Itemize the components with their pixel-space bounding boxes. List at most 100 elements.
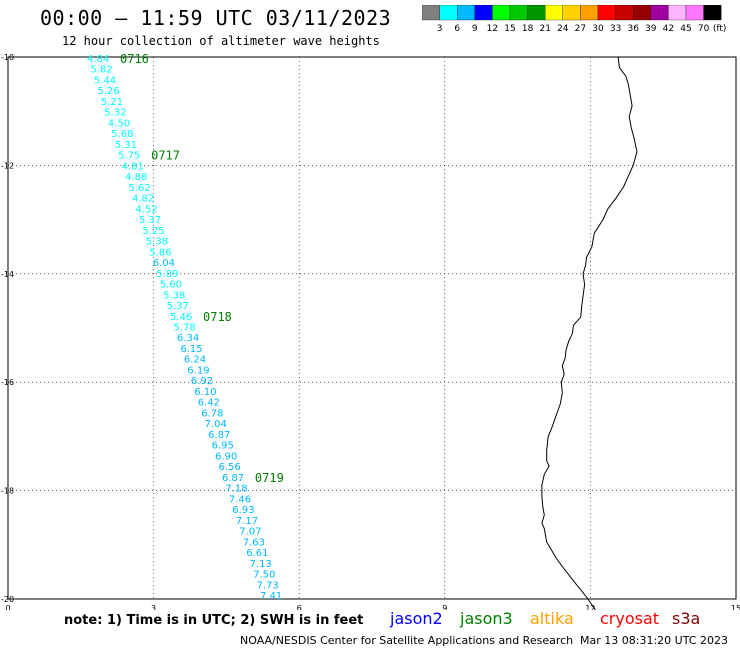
wave-height-label: 7.18: [225, 484, 247, 495]
wave-height-label: 5.21: [101, 97, 123, 108]
colorbar-label: 33: [610, 24, 621, 34]
track-time-labels: 0716 0717 0718 0719: [120, 52, 284, 485]
wave-height-label: 7.63: [243, 537, 265, 548]
x-tick-label: 6: [297, 604, 302, 610]
wave-height-label: 7.04: [205, 419, 227, 430]
x-tick-label: 15: [731, 604, 740, 610]
footer-note: note: 1) Time is in UTC; 2) SWH is in fe…: [64, 613, 364, 628]
colorbar-label: 6: [454, 24, 460, 34]
wave-height-label: 5.38: [146, 237, 168, 248]
grid-lines: [8, 57, 736, 599]
wave-height-label: 4.82: [132, 194, 154, 205]
wave-height-label: 5.32: [104, 108, 126, 119]
wave-height-label: 6.87: [208, 430, 230, 441]
wave-height-label: 6.56: [219, 462, 241, 473]
credit-line: NOAA/NESDIS Center for Satellite Applica…: [240, 634, 574, 647]
track-time-label: 0716: [120, 52, 149, 66]
wave-height-label: 5.31: [115, 140, 137, 151]
wave-height-label: 5.89: [156, 269, 178, 280]
colorbar-swatches: [422, 5, 722, 21]
wave-height-label: 5.26: [97, 86, 119, 97]
colorbar-label: 15: [504, 24, 515, 34]
wave-height-label: 4.84: [87, 54, 109, 65]
colorbar-label: 36: [627, 24, 639, 34]
colorbar-label: 21: [539, 24, 550, 34]
wave-height-label: 5.46: [170, 312, 192, 323]
colorbar-label: 9: [472, 24, 478, 34]
wave-height-label: 6.61: [246, 548, 268, 559]
wave-height-label: 7.41: [260, 591, 282, 602]
wave-height-label: 6.42: [198, 398, 220, 409]
wave-height-label: 5.75: [118, 151, 140, 162]
wave-height-map: 0 3 6 9 12 15 -10 -12 -14 -16 -18 -20 4.845.825.445…: [1, 52, 740, 610]
wave-height-label: 6.19: [187, 366, 209, 377]
wave-height-label: 6.24: [184, 355, 206, 366]
wave-height-label: 6.92: [191, 376, 213, 387]
y-tick-label: -18: [1, 487, 14, 496]
wave-height-label: 7.07: [239, 527, 261, 538]
colorbar-label: 27: [575, 24, 586, 34]
x-tick-label: 12: [585, 604, 595, 610]
track-time-label: 0719: [255, 471, 284, 485]
wave-height-label: 7.46: [229, 494, 251, 505]
coastline: [541, 56, 638, 610]
generated-timestamp: Mar 13 08:31:20 UTC 2023: [580, 634, 728, 647]
colorbar-label: 70: [698, 24, 710, 34]
wave-height-label: 5.68: [111, 129, 133, 140]
wave-height-label: 4.81: [122, 161, 144, 172]
colorbar-label: 42: [663, 24, 674, 34]
satellite-s3a: s3a: [672, 609, 701, 628]
satellite-jason3: jason3: [460, 609, 513, 628]
wave-height-label: 5.37: [167, 301, 189, 312]
wave-height-label: 7.17: [236, 516, 258, 527]
wave-height-label: 4.52: [135, 204, 157, 215]
wave-height-label: 5.37: [139, 215, 161, 226]
satellite-altika: altika: [530, 609, 574, 628]
wave-height-label: 6.10: [194, 387, 216, 398]
wave-height-label: 7.13: [250, 559, 272, 570]
wave-height-label: 5.38: [163, 290, 185, 301]
wave-height-label: 6.78: [201, 408, 223, 419]
wave-height-label: 6.04: [153, 258, 175, 269]
x-tick-label: 0: [5, 604, 10, 610]
wave-height-label: 6.34: [177, 333, 199, 344]
wave-height-label: 6.93: [232, 505, 254, 516]
y-tick-label: -10: [1, 53, 14, 62]
colorbar-label: 39: [645, 24, 657, 34]
plot-frame: [7, 56, 737, 600]
wave-height-label: 4.88: [125, 172, 147, 183]
y-tick-label: -20: [1, 595, 14, 604]
y-tick-label: -12: [1, 161, 14, 170]
track-time-label: 0717: [151, 149, 180, 163]
wave-height-label: 5.60: [160, 280, 182, 291]
colorbar-unit: (ft): [713, 24, 727, 34]
colorbar-label: 45: [680, 24, 691, 34]
colorbar-swatch: [703, 5, 722, 21]
altimeter-track: 4.845.825.445.265.215.324.505.685.315.75…: [87, 54, 282, 602]
colorbar-label: 3: [437, 24, 443, 34]
wave-height-label: 6.90: [215, 451, 237, 462]
map-title: 00:00 — 11:59 UTC 03/11/2023: [40, 6, 392, 30]
wave-height-label: 5.86: [149, 247, 171, 258]
x-tick-label: 9: [442, 604, 447, 610]
wave-height-label: 6.15: [180, 344, 202, 355]
y-tick-label: -14: [1, 270, 14, 279]
wave-height-label: 7.50: [253, 570, 275, 581]
track-time-label: 0718: [203, 310, 232, 324]
map-subtitle: 12 hour collection of altimeter wave hei…: [62, 34, 380, 48]
wave-height-label: 4.50: [108, 118, 130, 129]
colorbar-legend: 3 6 9 12 15 18 21 24 27 30 33 36 39 42 45 70 (ft): [422, 5, 727, 34]
wave-height-label: 5.82: [91, 65, 113, 76]
colorbar-label: 24: [557, 24, 569, 34]
y-tick-label: -16: [1, 378, 14, 387]
wave-height-label: 6.95: [212, 441, 234, 452]
colorbar-label: 18: [522, 24, 534, 34]
wave-height-label: 5.25: [142, 226, 164, 237]
wave-height-label: 7.73: [257, 580, 279, 591]
colorbar-label: 30: [592, 24, 604, 34]
x-tick-label: 3: [151, 604, 156, 610]
wave-height-label: 5.62: [129, 183, 151, 194]
wave-height-label: 6.87: [222, 473, 244, 484]
colorbar-labels: 3 6 9 12 15 18 21 24 27 30 33 36 39 42 45 70 (ft): [437, 24, 727, 34]
satellite-cryosat: cryosat: [600, 609, 660, 628]
